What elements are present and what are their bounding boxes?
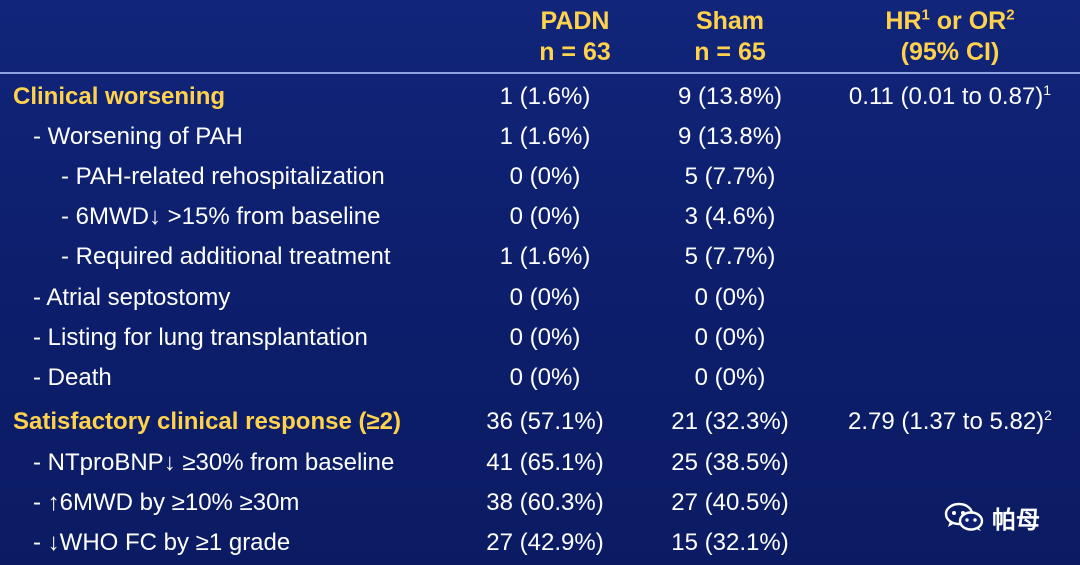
row-label: - NTproBNP↓ ≥30% from baseline <box>33 449 395 476</box>
cell-sham: 21 (32.3%) <box>671 408 789 435</box>
cell-padn: 0 (0%) <box>509 324 581 351</box>
row-label: - 6MWD↓ >15% from baseline <box>61 203 381 230</box>
table-header: PADN n = 63 Sham n = 65 HR1 or OR2 (95% … <box>0 0 1080 74</box>
cell-padn: 38 (60.3%) <box>486 489 604 516</box>
table-row: Satisfactory clinical response (≥2) 36 (5… <box>0 402 1080 442</box>
header-ratio: HR1 or OR2 (95% CI) <box>830 6 1070 68</box>
row-label: - Death <box>33 364 112 391</box>
cell-ratio-value: 0.11 (0.01 to 0.87) <box>848 83 1044 110</box>
cell-sham: 25 (38.5%) <box>671 449 789 476</box>
table-row: - Worsening of PAH 1 (1.6%) 9 (13.8%) <box>0 117 1080 157</box>
cell-sham: 0 (0%) <box>694 324 766 351</box>
header-sham-name: Sham <box>695 7 765 35</box>
header-ratio-line1: HR1 or OR2 <box>830 6 1070 37</box>
row-label: - ↑6MWD by ≥10% ≥30m <box>33 489 300 516</box>
cell-ratio-footnote: 1 <box>1043 82 1052 98</box>
table-row: - NTproBNP↓ ≥30% from baseline 41 (65.1%)… <box>0 443 1080 483</box>
section-label: Satisfactory clinical response (≥2) <box>13 408 401 435</box>
cell-sham: 0 (0%) <box>694 364 766 391</box>
cell-ratio-footnote: 2 <box>1044 407 1052 423</box>
header-padn-name: PADN <box>540 7 610 35</box>
table-row: - Required additional treatment 1 (1.6%) 5… <box>0 237 1080 277</box>
cell-padn: 0 (0%) <box>509 364 581 391</box>
row-label: - Atrial septostomy <box>33 284 231 311</box>
cell-padn: 41 (65.1%) <box>486 449 604 476</box>
cell-sham: 9 (13.8%) <box>677 83 783 110</box>
cell-padn: 0 (0%) <box>509 163 581 190</box>
cell-padn: 0 (0%) <box>509 203 581 230</box>
row-label: - ↓WHO FC by ≥1 grade <box>33 529 291 556</box>
row-label: - Required additional treatment <box>61 243 391 270</box>
table-row: - Atrial septostomy 0 (0%) 0 (0%) <box>0 278 1080 318</box>
cell-ratio-value: 2.79 (1.37 to 5.82) <box>848 408 1045 435</box>
header-sham: Sham n = 65 <box>625 6 835 68</box>
table-row: Clinical worsening 1 (1.6%) 9 (13.8%) 0.11 … <box>0 77 1080 117</box>
cell-padn: 1 (1.6%) <box>499 243 591 270</box>
cell-padn: 1 (1.6%) <box>499 123 591 150</box>
cell-sham: 15 (32.1%) <box>671 529 789 556</box>
header-ratio-ci: (95% CI) <box>900 38 1000 66</box>
cell-padn: 36 (57.1%) <box>486 408 604 435</box>
header-padn-n: n = 63 <box>539 38 611 66</box>
cell-sham: 0 (0%) <box>694 284 766 311</box>
header-ratio-hr: HR <box>885 7 922 35</box>
header-ratio-sup2: 2 <box>1006 6 1015 24</box>
cell-ratio: 0.11 (0.01 to 0.87)1 <box>830 77 1070 117</box>
cell-sham: 3 (4.6%) <box>684 203 776 230</box>
cell-sham: 5 (7.7%) <box>684 163 776 190</box>
row-label: - PAH-related rehospitalization <box>61 163 385 190</box>
table-row: - Death 0 (0%) 0 (0%) <box>0 358 1080 398</box>
cell-sham: 5 (7.7%) <box>684 243 776 270</box>
row-label: - Listing for lung transplantation <box>33 324 368 351</box>
cell-sham: 27 (40.5%) <box>671 489 789 516</box>
row-label: - Worsening of PAH <box>33 123 243 150</box>
table-row: - ↑6MWD by ≥10% ≥30m 38 (60.3%) 27 (40.5%) <box>0 483 1080 523</box>
table-row: - 6MWD↓ >15% from baseline 0 (0%) 3 (4.6%) <box>0 197 1080 237</box>
header-ratio-or: or OR <box>929 7 1007 35</box>
header-ratio-sup1: 1 <box>921 6 930 24</box>
cell-padn: 1 (1.6%) <box>499 83 591 110</box>
cell-ratio: 2.79 (1.37 to 5.82)2 <box>830 402 1070 442</box>
watermark: 帕母 <box>944 500 1040 534</box>
cell-sham: 9 (13.8%) <box>677 123 783 150</box>
table-row: - ↓WHO FC by ≥1 grade 27 (42.9%) 15 (32.1%… <box>0 523 1080 563</box>
table-row: - PAH-related rehospitalization 0 (0%) 5 (… <box>0 157 1080 197</box>
watermark-text: 帕母 <box>992 505 1040 534</box>
table-row: - Listing for lung transplantation 0 (0%)… <box>0 318 1080 358</box>
section-label: Clinical worsening <box>13 83 226 110</box>
cell-padn: 0 (0%) <box>509 284 581 311</box>
header-sham-n: n = 65 <box>694 38 766 66</box>
header-padn: PADN n = 63 <box>470 6 680 68</box>
wechat-icon <box>944 502 984 532</box>
cell-padn: 27 (42.9%) <box>486 529 604 556</box>
